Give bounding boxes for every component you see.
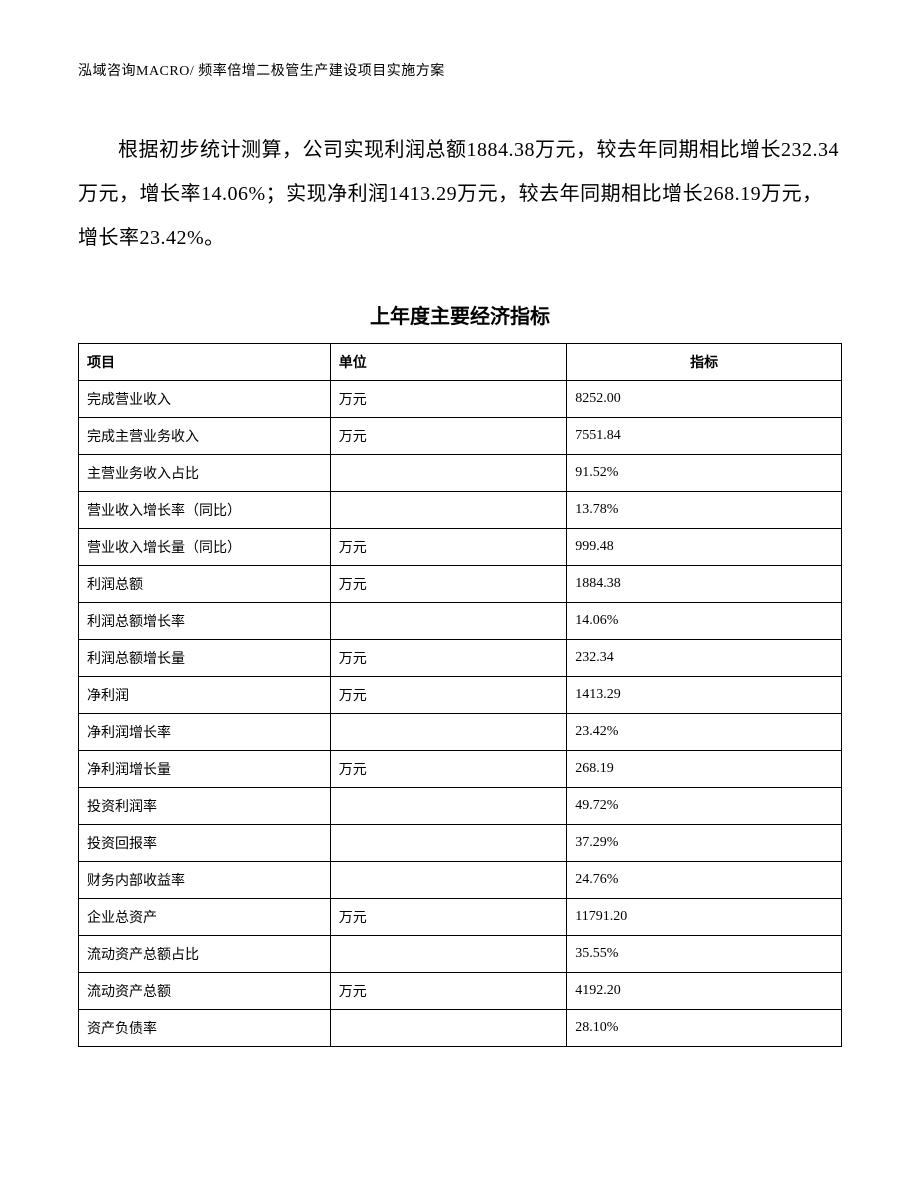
cell-unit bbox=[330, 603, 567, 640]
cell-item: 流动资产总额占比 bbox=[79, 936, 331, 973]
table-row: 净利润增长率 23.42% bbox=[79, 714, 842, 751]
cell-item: 投资回报率 bbox=[79, 825, 331, 862]
cell-unit: 万元 bbox=[330, 973, 567, 1010]
cell-unit bbox=[330, 1010, 567, 1047]
cell-item: 净利润增长率 bbox=[79, 714, 331, 751]
cell-item: 主营业务收入占比 bbox=[79, 455, 331, 492]
cell-item: 营业收入增长量（同比） bbox=[79, 529, 331, 566]
cell-item: 投资利润率 bbox=[79, 788, 331, 825]
summary-paragraph: 根据初步统计测算，公司实现利润总额1884.38万元，较去年同期相比增长232.… bbox=[78, 128, 842, 260]
cell-value: 28.10% bbox=[567, 1010, 842, 1047]
table-row: 净利润增长量万元268.19 bbox=[79, 751, 842, 788]
table-row: 完成主营业务收入万元7551.84 bbox=[79, 418, 842, 455]
cell-unit: 万元 bbox=[330, 751, 567, 788]
cell-unit: 万元 bbox=[330, 677, 567, 714]
cell-item: 流动资产总额 bbox=[79, 973, 331, 1010]
cell-unit bbox=[330, 714, 567, 751]
cell-item: 净利润 bbox=[79, 677, 331, 714]
table-row: 完成营业收入万元8252.00 bbox=[79, 381, 842, 418]
col-header-value: 指标 bbox=[567, 344, 842, 381]
cell-item: 净利润增长量 bbox=[79, 751, 331, 788]
cell-item: 资产负债率 bbox=[79, 1010, 331, 1047]
cell-item: 利润总额增长量 bbox=[79, 640, 331, 677]
cell-value: 1413.29 bbox=[567, 677, 842, 714]
cell-value: 11791.20 bbox=[567, 899, 842, 936]
cell-item: 完成营业收入 bbox=[79, 381, 331, 418]
cell-value: 14.06% bbox=[567, 603, 842, 640]
cell-item: 利润总额增长率 bbox=[79, 603, 331, 640]
table-row: 财务内部收益率 24.76% bbox=[79, 862, 842, 899]
cell-value: 7551.84 bbox=[567, 418, 842, 455]
cell-unit bbox=[330, 455, 567, 492]
table-row: 流动资产总额万元4192.20 bbox=[79, 973, 842, 1010]
cell-item: 利润总额 bbox=[79, 566, 331, 603]
page-header: 泓域咨询MACRO/ 频率倍增二极管生产建设项目实施方案 bbox=[78, 60, 842, 80]
cell-value: 999.48 bbox=[567, 529, 842, 566]
cell-unit: 万元 bbox=[330, 899, 567, 936]
table-row: 营业收入增长率（同比） 13.78% bbox=[79, 492, 842, 529]
col-header-item: 项目 bbox=[79, 344, 331, 381]
table-header-row: 项目 单位 指标 bbox=[79, 344, 842, 381]
cell-value: 23.42% bbox=[567, 714, 842, 751]
table-row: 资产负债率 28.10% bbox=[79, 1010, 842, 1047]
cell-value: 1884.38 bbox=[567, 566, 842, 603]
cell-value: 49.72% bbox=[567, 788, 842, 825]
table-row: 利润总额增长率 14.06% bbox=[79, 603, 842, 640]
table-title: 上年度主要经济指标 bbox=[78, 300, 842, 329]
table-row: 营业收入增长量（同比）万元999.48 bbox=[79, 529, 842, 566]
cell-unit: 万元 bbox=[330, 529, 567, 566]
cell-unit: 万元 bbox=[330, 381, 567, 418]
economic-indicators-table: 项目 单位 指标 完成营业收入万元8252.00完成主营业务收入万元7551.8… bbox=[78, 343, 842, 1047]
cell-value: 232.34 bbox=[567, 640, 842, 677]
cell-value: 35.55% bbox=[567, 936, 842, 973]
table-row: 利润总额万元1884.38 bbox=[79, 566, 842, 603]
cell-item: 完成主营业务收入 bbox=[79, 418, 331, 455]
cell-value: 13.78% bbox=[567, 492, 842, 529]
cell-value: 37.29% bbox=[567, 825, 842, 862]
table-row: 主营业务收入占比 91.52% bbox=[79, 455, 842, 492]
table-row: 流动资产总额占比 35.55% bbox=[79, 936, 842, 973]
cell-value: 91.52% bbox=[567, 455, 842, 492]
cell-unit bbox=[330, 825, 567, 862]
cell-unit bbox=[330, 936, 567, 973]
cell-unit bbox=[330, 788, 567, 825]
cell-unit: 万元 bbox=[330, 418, 567, 455]
table-row: 利润总额增长量万元232.34 bbox=[79, 640, 842, 677]
table-row: 净利润万元1413.29 bbox=[79, 677, 842, 714]
cell-value: 8252.00 bbox=[567, 381, 842, 418]
cell-value: 4192.20 bbox=[567, 973, 842, 1010]
cell-unit bbox=[330, 492, 567, 529]
document-page: 泓域咨询MACRO/ 频率倍增二极管生产建设项目实施方案 根据初步统计测算，公司… bbox=[0, 0, 920, 1191]
cell-item: 企业总资产 bbox=[79, 899, 331, 936]
cell-item: 营业收入增长率（同比） bbox=[79, 492, 331, 529]
table-row: 企业总资产万元11791.20 bbox=[79, 899, 842, 936]
cell-value: 268.19 bbox=[567, 751, 842, 788]
cell-item: 财务内部收益率 bbox=[79, 862, 331, 899]
col-header-unit: 单位 bbox=[330, 344, 567, 381]
table-row: 投资回报率 37.29% bbox=[79, 825, 842, 862]
cell-unit: 万元 bbox=[330, 566, 567, 603]
cell-unit bbox=[330, 862, 567, 899]
table-row: 投资利润率 49.72% bbox=[79, 788, 842, 825]
cell-unit: 万元 bbox=[330, 640, 567, 677]
cell-value: 24.76% bbox=[567, 862, 842, 899]
